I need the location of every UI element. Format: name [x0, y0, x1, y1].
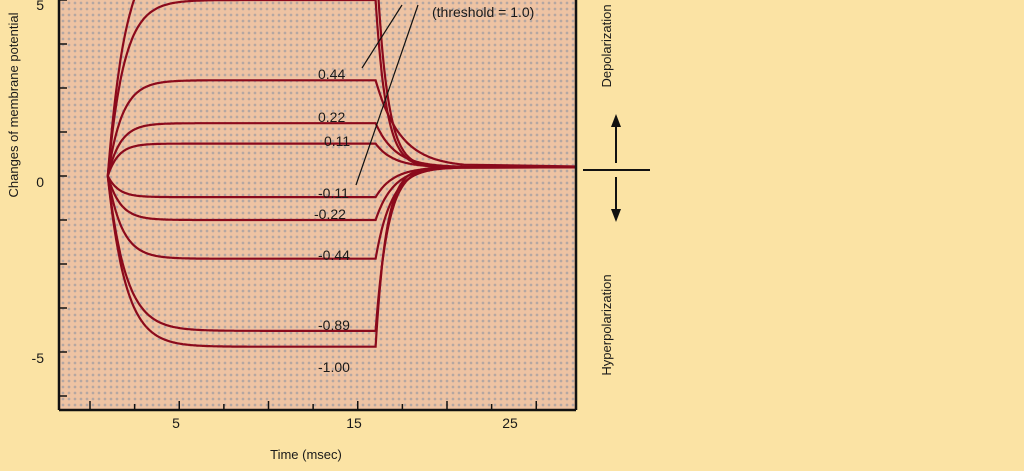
curve-label: -0.44 [318, 247, 350, 263]
up-arrow-icon [611, 114, 621, 127]
curve-label: 0.11 [324, 133, 350, 149]
axes [57, 0, 578, 412]
hyperpolarization-label: Hyperpolarization [599, 274, 614, 375]
direction-arrows [583, 114, 650, 222]
x-tick-label: 25 [502, 415, 518, 431]
y-axis-title: Changes of membrane potential [6, 12, 21, 197]
depolarization-label: Depolarization [599, 4, 614, 87]
plot-area [59, 0, 576, 410]
label-leader-line [361, 4, 403, 69]
series-line [106, 79, 576, 177]
x-tick-label: 15 [346, 415, 362, 431]
curve-label: -0.89 [318, 317, 350, 333]
series-line [106, 166, 576, 332]
y-tick-label: 5 [36, 0, 44, 13]
label-leader-line [355, 4, 419, 186]
series-line [106, 166, 576, 199]
ticks [59, 0, 537, 410]
curve-label: -0.11 [318, 185, 349, 201]
curve-label: 0.44 [318, 66, 345, 82]
threshold-note: (threshold = 1.0) [432, 4, 534, 20]
series-line [106, 142, 576, 177]
series-line [106, 0, 576, 177]
y-tick-label: -5 [32, 350, 45, 366]
curve-label: -1.00 [318, 359, 350, 375]
curve-label: 0.22 [318, 109, 345, 125]
down-arrow-icon [611, 209, 621, 222]
curve-label: -0.22 [314, 206, 346, 222]
curves [106, 0, 576, 348]
leader-lines [355, 4, 419, 186]
tick-labels: 5 0 -5 5 15 25 [32, 0, 518, 431]
series-line [106, 0, 576, 177]
series-line [106, 166, 576, 348]
curve-labels: 0.44 0.22 0.11 -0.11 -0.22 -0.44 -0.89 -… [314, 66, 350, 375]
y-tick-label: 0 [36, 174, 44, 190]
x-tick-label: 5 [172, 415, 180, 431]
x-axis-title: Time (msec) [270, 447, 342, 462]
